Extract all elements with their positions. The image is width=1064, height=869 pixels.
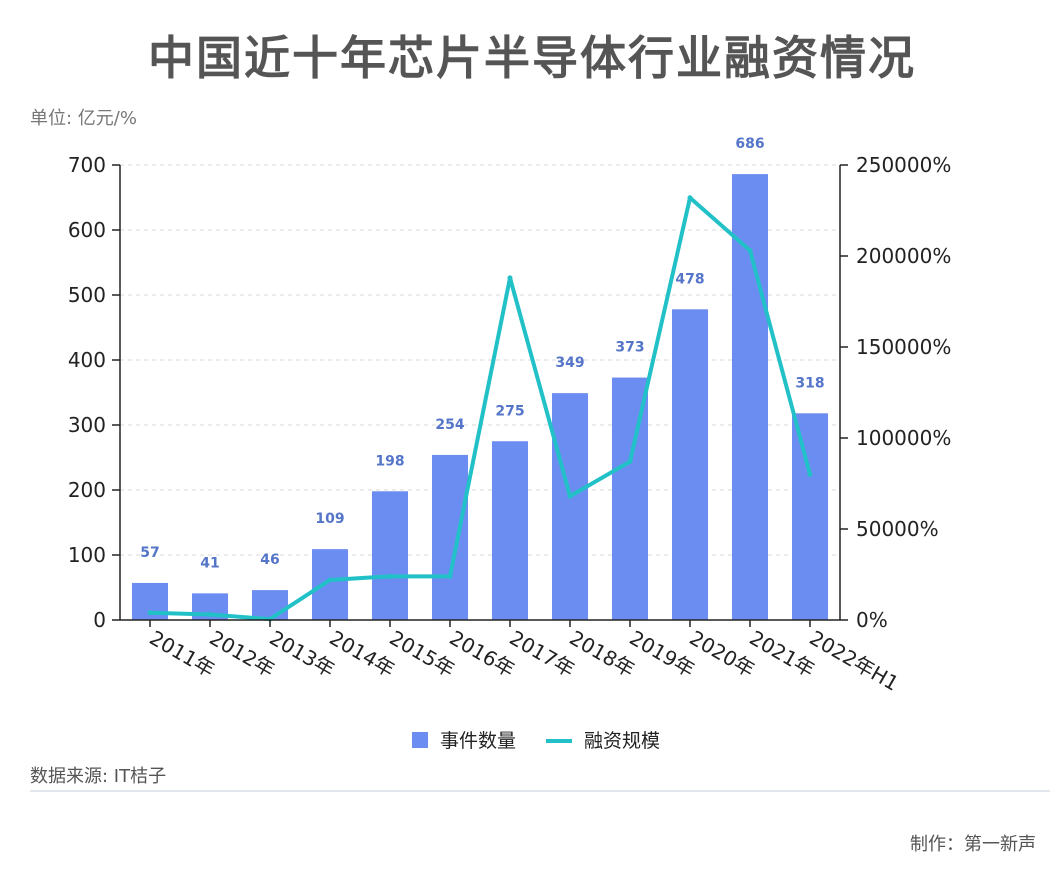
bar bbox=[252, 590, 288, 620]
bar bbox=[372, 491, 408, 620]
line-point bbox=[807, 471, 813, 477]
bar bbox=[492, 441, 528, 620]
chart-title: 中国近十年芯片半导体行业融资情况 bbox=[148, 31, 916, 85]
x-tick-label: 2016年 bbox=[446, 626, 519, 682]
x-tick-label: 2018年 bbox=[566, 626, 639, 682]
right-tick-label: 250000% bbox=[856, 153, 951, 177]
right-axis: 0% 50000% 100000% 150000% 200000% 250000% bbox=[839, 153, 951, 632]
left-tick-label: 700 bbox=[68, 153, 106, 177]
left-tick-label: 500 bbox=[68, 283, 106, 307]
legend-bar-label: 事件数量 bbox=[440, 730, 516, 752]
chart-svg: 0 100 200 300 400 500 600 700 0% 50000% 100000% 15… bbox=[68, 136, 952, 752]
x-tick-label: 2017年 bbox=[506, 626, 579, 682]
right-tick-label: 150000% bbox=[856, 335, 951, 359]
bars-layer: 57 41 46 109 198 254 275 349 373 478 686 318 bbox=[132, 136, 828, 620]
left-tick-label: 300 bbox=[68, 413, 106, 437]
line-point bbox=[627, 459, 633, 465]
line-point bbox=[447, 573, 453, 579]
bar-value-label: 254 bbox=[435, 417, 464, 433]
left-tick-label: 0 bbox=[93, 608, 106, 632]
right-tick-label: 100000% bbox=[856, 426, 951, 450]
bar-value-label: 318 bbox=[795, 375, 824, 391]
bar-value-label: 198 bbox=[375, 453, 404, 469]
unit-label: 单位: 亿元/% bbox=[30, 108, 137, 129]
grid-layer bbox=[120, 164, 840, 556]
legend-line-label: 融资规模 bbox=[584, 730, 660, 752]
bar-value-label: 57 bbox=[140, 545, 159, 561]
right-tick-label: 200000% bbox=[856, 244, 951, 268]
x-tick-label: 2021年 bbox=[746, 626, 819, 682]
line-point bbox=[327, 577, 333, 583]
x-axis: 2011年2012年2013年2014年2015年2016年2017年2018年… bbox=[120, 619, 903, 696]
line-point bbox=[207, 612, 213, 618]
line-series-financing bbox=[148, 195, 812, 622]
bar-value-label: 41 bbox=[200, 555, 219, 571]
bar-value-label: 686 bbox=[735, 136, 764, 152]
x-tick-label: 2022年H1 bbox=[806, 626, 903, 696]
legend: 事件数量 融资规模 bbox=[412, 730, 660, 752]
left-tick-label: 200 bbox=[68, 478, 106, 502]
bar-value-label: 46 bbox=[260, 552, 279, 568]
bar-value-label: 349 bbox=[555, 355, 584, 371]
left-tick-label: 100 bbox=[68, 543, 106, 567]
line-point bbox=[507, 275, 513, 281]
x-tick-label: 2015年 bbox=[386, 626, 459, 682]
x-tick-label: 2014年 bbox=[326, 626, 399, 682]
line-point bbox=[147, 610, 153, 616]
right-tick-label: 0% bbox=[856, 608, 888, 632]
bar-value-label: 373 bbox=[615, 340, 644, 356]
left-tick-label: 600 bbox=[68, 218, 106, 242]
line-point bbox=[567, 493, 573, 499]
divider bbox=[30, 790, 1050, 792]
x-tick-label: 2020年 bbox=[686, 626, 759, 682]
line-point bbox=[687, 195, 693, 201]
bar-value-label: 109 bbox=[315, 511, 344, 527]
line-layer bbox=[147, 195, 813, 622]
bar bbox=[672, 309, 708, 620]
bar-value-label: 275 bbox=[495, 403, 524, 419]
bar bbox=[432, 454, 468, 620]
right-tick-label: 50000% bbox=[856, 517, 939, 541]
left-axis: 0 100 200 300 400 500 600 700 bbox=[68, 153, 121, 632]
source-label: 数据来源: IT桔子 bbox=[30, 766, 167, 787]
x-tick-label: 2019年 bbox=[626, 626, 699, 682]
line-point bbox=[387, 573, 393, 579]
legend-bar-swatch bbox=[412, 732, 428, 748]
credit-label: 制作：第一新声 bbox=[910, 834, 1036, 855]
bar bbox=[612, 377, 648, 620]
x-tick-label: 2011年 bbox=[146, 626, 219, 682]
bar bbox=[792, 413, 828, 620]
bar-value-label: 478 bbox=[675, 271, 704, 287]
line-point bbox=[747, 248, 753, 254]
x-tick-label: 2012年 bbox=[206, 626, 279, 682]
x-tick-label: 2013年 bbox=[266, 626, 339, 682]
bar bbox=[312, 549, 348, 620]
left-tick-label: 400 bbox=[68, 348, 106, 372]
bar bbox=[552, 393, 588, 620]
